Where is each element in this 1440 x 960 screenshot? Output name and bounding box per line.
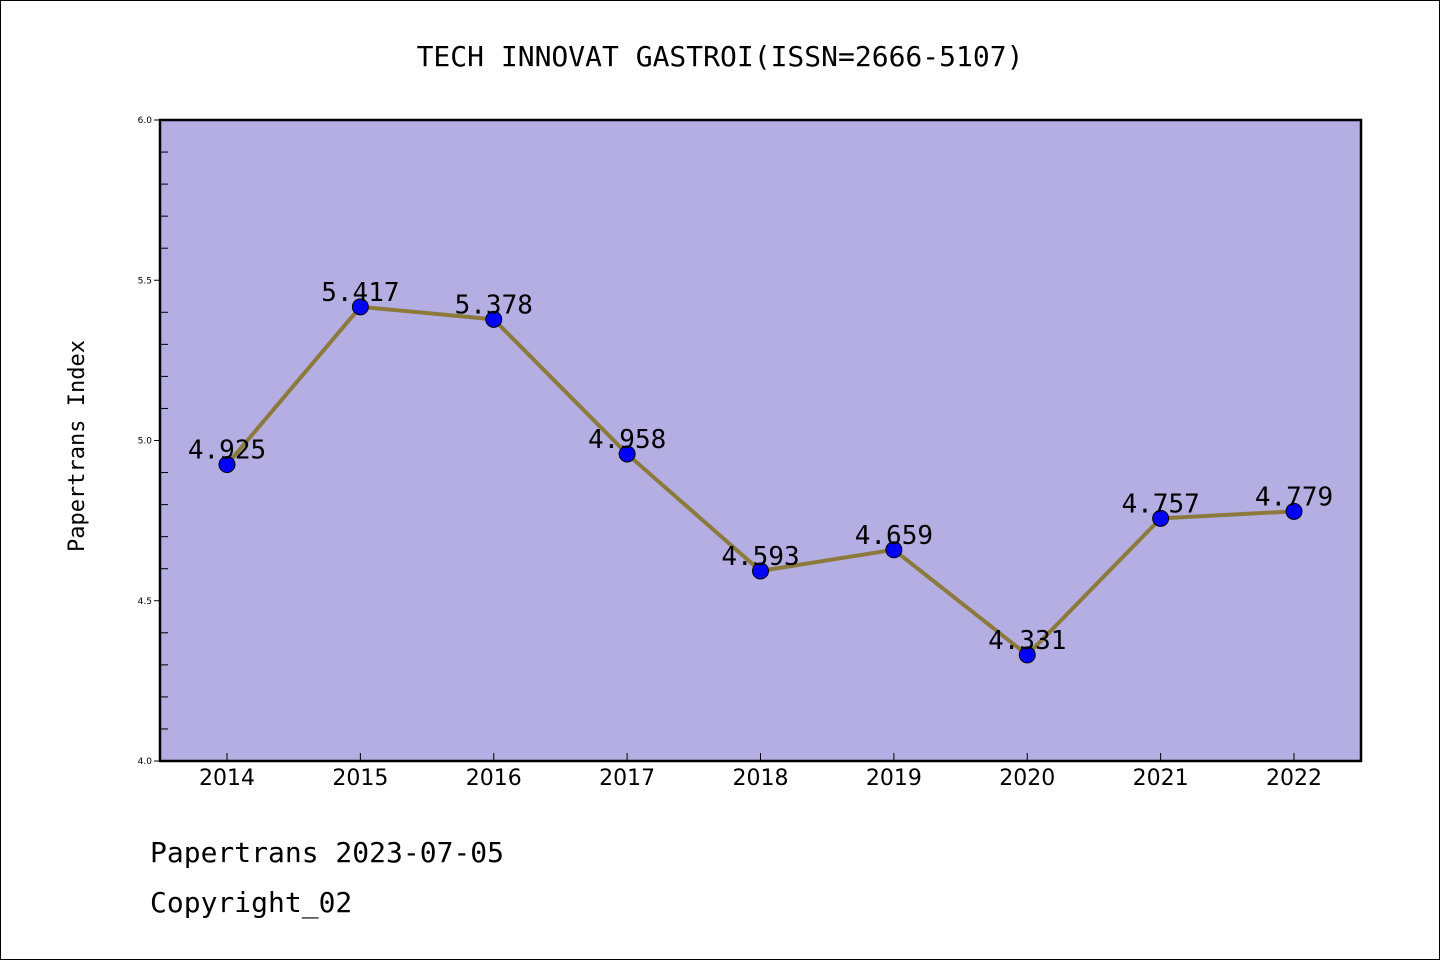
data-labels: 4.925 5.417 5.378 4.958 4.593 4.659 4.331 4.757… bbox=[188, 278, 1333, 656]
x-tick-label: 2020 bbox=[999, 766, 1055, 791]
y-tick-label: 4.5 bbox=[138, 597, 152, 607]
x-tick-label: 2021 bbox=[1133, 766, 1189, 791]
data-label: 4.331 bbox=[988, 626, 1066, 656]
data-label: 4.757 bbox=[1121, 489, 1199, 519]
y-axis: 4.0 4.5 5.0 5.5 6.0 bbox=[138, 116, 168, 767]
x-tick-label: 2015 bbox=[332, 766, 388, 791]
data-point bbox=[1285, 502, 1303, 520]
x-tick-label: 2016 bbox=[466, 766, 522, 791]
data-point bbox=[1152, 509, 1170, 527]
data-label: 4.593 bbox=[721, 542, 799, 572]
y-tick-label: 5.0 bbox=[138, 437, 153, 447]
data-point bbox=[752, 562, 769, 580]
data-point bbox=[1018, 646, 1036, 664]
data-label: 4.779 bbox=[1255, 482, 1333, 512]
x-tick-label: 2017 bbox=[599, 766, 655, 791]
plot-area bbox=[158, 118, 1363, 763]
data-markers bbox=[218, 298, 1303, 664]
y-tick-label: 5.5 bbox=[138, 276, 152, 286]
data-point bbox=[618, 445, 636, 463]
data-label: 5.417 bbox=[321, 278, 399, 308]
data-point bbox=[218, 456, 236, 474]
y-axis-label: Papertrans Index bbox=[65, 340, 90, 552]
data-label: 4.659 bbox=[855, 521, 933, 551]
footer-date: Papertrans 2023-07-05 bbox=[150, 836, 505, 869]
data-label: 5.378 bbox=[455, 290, 533, 320]
data-label: 4.925 bbox=[188, 436, 266, 466]
y-tick-label: 4.0 bbox=[138, 757, 153, 767]
x-tick-label: 2014 bbox=[199, 766, 255, 791]
chart-title: TECH INNOVAT GASTROI(ISSN=2666-5107) bbox=[417, 40, 1024, 73]
data-point bbox=[885, 541, 903, 559]
x-tick-label: 2022 bbox=[1266, 766, 1322, 791]
data-point bbox=[351, 298, 369, 316]
data-point bbox=[485, 310, 503, 328]
x-tick-label: 2019 bbox=[866, 766, 922, 791]
x-axis: 2014 2015 2016 2017 2018 2019 2020 2021 2022 bbox=[199, 753, 1322, 791]
footer-copyright: Copyright_02 bbox=[150, 886, 353, 919]
y-tick-label: 6.0 bbox=[138, 116, 153, 126]
data-label: 4.958 bbox=[588, 425, 666, 455]
x-tick-label: 2018 bbox=[733, 766, 789, 791]
